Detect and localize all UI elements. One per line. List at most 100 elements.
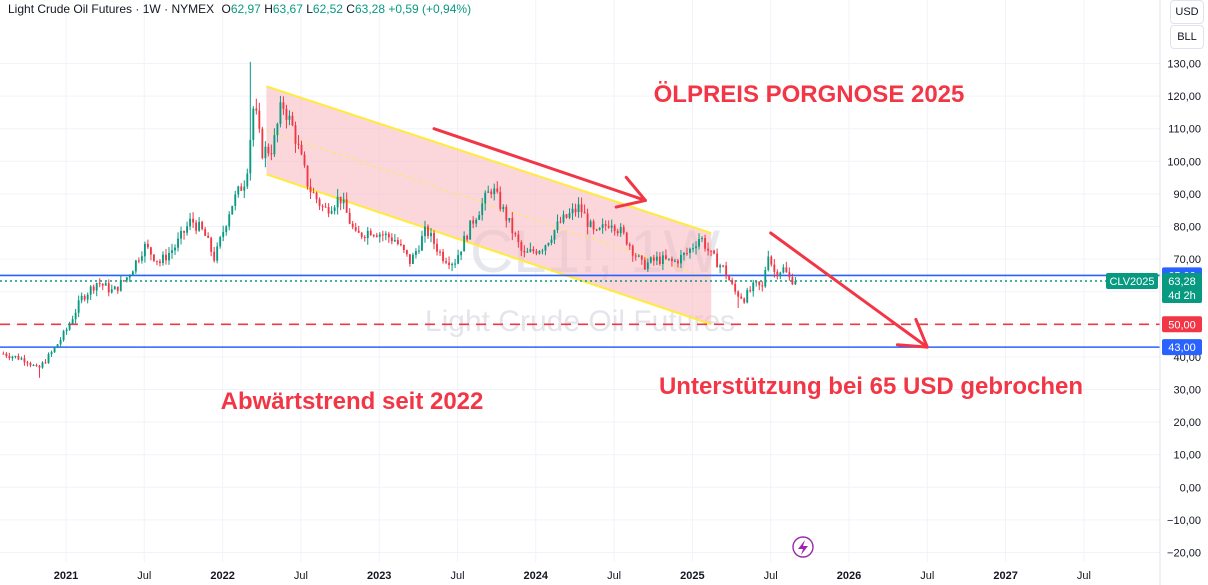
candle-body [589, 221, 592, 228]
candle-body [38, 365, 41, 368]
candle-body [122, 280, 125, 282]
candle-body [544, 245, 547, 251]
candle-body [225, 226, 228, 233]
candle-body [695, 246, 697, 249]
forecast-title[interactable]: ÖLPREIS PORGNOSE 2025 [654, 81, 965, 108]
candle-body [153, 254, 155, 261]
trend-arrow-head-1[interactable] [614, 175, 647, 209]
time-tick-label: 2024 [524, 570, 549, 582]
candle-body [743, 298, 746, 303]
candle-body [71, 319, 74, 324]
candle-body [791, 277, 794, 285]
candle-body [23, 358, 26, 363]
candle-body [764, 269, 767, 287]
candle-body [457, 255, 460, 264]
candle-body [192, 218, 195, 223]
candle-body [267, 146, 270, 154]
trend-arrow-line-1[interactable] [432, 127, 647, 202]
candle-body [393, 240, 396, 242]
candle-body [411, 254, 414, 264]
candle-body [65, 329, 68, 332]
change-value: +0,59 (+0,94%) [388, 2, 472, 16]
candle-body [511, 218, 514, 234]
currency-button[interactable]: USD [1170, 0, 1204, 24]
candle-body [282, 102, 285, 109]
candle-body [189, 218, 192, 227]
time-tick-label: Jul [294, 570, 308, 582]
support-broken-label[interactable]: Unterstützung bei 65 USD gebrochen [659, 373, 1083, 400]
candle-body [532, 249, 535, 252]
candle-body [646, 262, 649, 270]
candle-body [240, 186, 243, 191]
candle-body [210, 237, 213, 252]
time-tick-label: 2023 [367, 570, 391, 582]
candle-body [168, 252, 170, 261]
time-tick-label: Jul [450, 570, 464, 582]
symbol-name[interactable]: Light Crude Oil Futures [8, 2, 133, 16]
candle-body [595, 229, 598, 231]
horizontal-levels[interactable] [0, 274, 1160, 348]
candle-body [481, 203, 484, 216]
candle-body [670, 258, 673, 262]
candle-body [143, 243, 146, 257]
candle-body [204, 229, 207, 236]
candle-body [32, 365, 35, 367]
candle-body [794, 281, 797, 285]
candle-body [128, 275, 131, 278]
price-tick-label: 70,00 [1173, 254, 1201, 266]
candle-body [652, 257, 655, 261]
trend-arrows[interactable] [432, 127, 929, 349]
low-value: 62,52 [312, 2, 343, 16]
candle-body [348, 212, 351, 224]
lightning-icon[interactable] [792, 536, 814, 558]
candle-body [110, 289, 113, 293]
candle-body [252, 108, 255, 140]
unit-button[interactable]: BLL [1170, 25, 1204, 49]
candle-body [571, 208, 574, 214]
candle-body [62, 331, 65, 340]
candle-body [50, 352, 53, 355]
candle-body [303, 154, 306, 166]
candle-body [740, 296, 743, 299]
candle-body [354, 227, 357, 231]
candle-body [692, 248, 694, 250]
candle-body [294, 125, 297, 144]
candle-body [291, 115, 294, 126]
candle-body [707, 248, 709, 251]
time-tick-label: Jul [920, 570, 934, 582]
channel-upper-line[interactable] [266, 85, 712, 234]
candle-body [306, 165, 309, 187]
time-tick-label: 2027 [993, 570, 1017, 582]
trend-channel[interactable] [266, 85, 712, 326]
candle-body [68, 323, 71, 330]
candle-body [770, 256, 773, 265]
candle-body [162, 254, 164, 264]
candle-body [134, 260, 137, 272]
trend-arrow-line-2[interactable] [769, 231, 929, 349]
trend-arrow-head-2[interactable] [895, 317, 929, 349]
text-annotations[interactable]: ÖLPREIS PORGNOSE 2025 Abwärtstrend seit … [221, 81, 1083, 415]
candle-body [619, 227, 622, 234]
downtrend-label[interactable]: Abwärtstrend seit 2022 [221, 388, 484, 415]
candle-body [526, 251, 529, 253]
candle-body [604, 224, 607, 226]
candle-body [2, 353, 5, 355]
candle-body [20, 358, 23, 360]
last-price-bg [1162, 273, 1202, 304]
candle-body [562, 214, 565, 223]
candle-body [508, 218, 511, 221]
time-axis[interactable]: 2021 Jul 2022 Jul 2023 Jul 2024 Jul 2025 Jul 2026 J… [54, 570, 1091, 582]
candle-body [550, 239, 553, 243]
candle-body [360, 232, 363, 237]
candle-body [339, 196, 342, 204]
price-tick-label: 30,00 [1173, 385, 1201, 397]
candle-body [610, 225, 613, 228]
candle-body [469, 220, 472, 240]
symbol-header[interactable]: Light Crude Oil Futures · 1W · NYMEX O62… [8, 2, 472, 16]
candle-body [689, 248, 691, 254]
close-value: 63,28 [354, 2, 385, 16]
candle-body [568, 213, 571, 218]
interval-label[interactable]: 1W [142, 2, 161, 16]
